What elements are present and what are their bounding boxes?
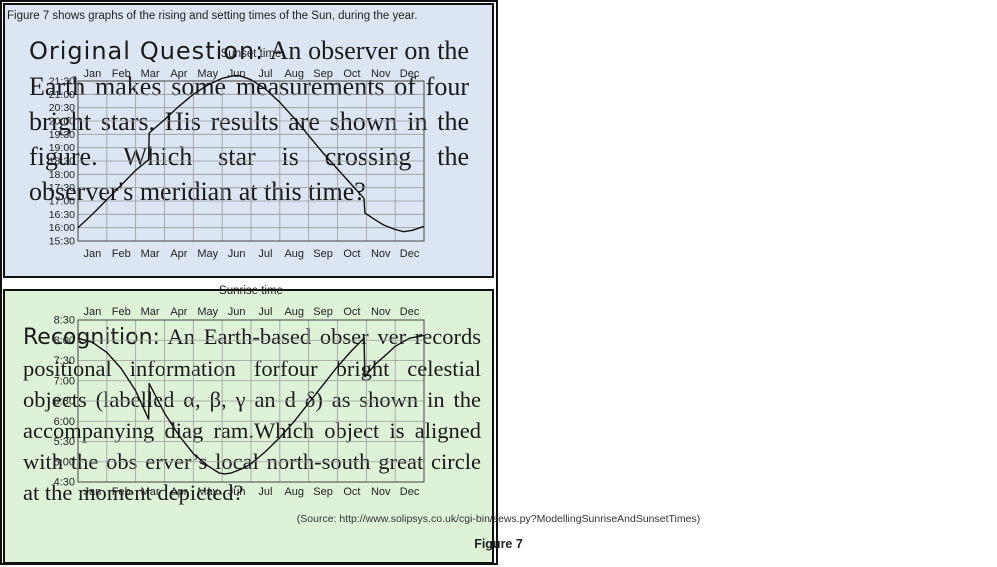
month-label-bottom: Nov [371, 486, 391, 498]
month-label-bottom: Nov [371, 248, 391, 260]
y-tick-label: 21:00 [49, 89, 75, 101]
y-tick-label: 21:30 [49, 76, 75, 88]
recognition-panel: Recognition: An Earth-based obser ver re… [3, 289, 494, 564]
month-label-top: Mar [141, 306, 160, 318]
y-tick-label: 5:30 [54, 436, 75, 448]
y-tick-label: 17:30 [49, 182, 75, 194]
figure-panel: Figure 7 shows graphs of the rising and … [0, 0, 700, 565]
y-tick-label: 8:00 [54, 335, 75, 347]
month-label-top: Aug [284, 68, 304, 80]
month-label-bottom: Apr [170, 248, 187, 260]
sunrise-curve [77, 334, 425, 475]
y-tick-label: 8:30 [54, 315, 75, 327]
original-question-text: Original Question: An observer on the Ea… [29, 33, 469, 209]
month-label-bottom: Jan [84, 486, 102, 498]
month-label-top: Jun [228, 306, 246, 318]
month-label-top: Jan [84, 306, 102, 318]
figure-label: Figure 7 [474, 537, 523, 551]
y-tick-label: 19:00 [49, 142, 75, 154]
month-label-top: Jun [228, 68, 246, 80]
month-label-top: Oct [343, 68, 360, 80]
month-label-bottom: Jan [84, 248, 102, 260]
month-label-top: Sep [313, 306, 333, 318]
month-label-bottom: Aug [284, 486, 304, 498]
month-label-bottom: Feb [112, 248, 131, 260]
y-tick-label: 16:00 [49, 222, 75, 234]
month-label-top: Nov [371, 68, 391, 80]
y-tick-label: 7:30 [54, 355, 75, 367]
y-tick-label: 6:30 [54, 396, 75, 408]
month-label-bottom: Jun [228, 248, 246, 260]
y-tick-label: 6:00 [54, 416, 75, 428]
month-label-top: Apr [170, 306, 187, 318]
month-label-top: Feb [112, 68, 131, 80]
month-label-top: May [197, 68, 218, 80]
y-tick-label: 20:30 [49, 102, 75, 114]
month-label-top: Apr [170, 68, 187, 80]
month-label-top: Jul [258, 68, 272, 80]
month-label-bottom: Jul [258, 248, 272, 260]
month-label-bottom: Apr [170, 486, 187, 498]
month-label-top: Dec [400, 306, 420, 318]
month-label-bottom: Jun [228, 486, 246, 498]
month-label-bottom: Mar [141, 486, 160, 498]
recognition-label: Recognition: [23, 325, 160, 350]
month-label-bottom: Oct [343, 248, 360, 260]
month-label-top: May [197, 306, 218, 318]
month-label-top: Dec [400, 68, 420, 80]
y-tick-label: 15:30 [49, 236, 75, 248]
month-label-top: Sep [313, 68, 333, 80]
month-label-bottom: Jul [258, 486, 272, 498]
plot-frame [77, 319, 425, 483]
figure-caption: Figure 7 shows graphs of the rising and … [7, 10, 418, 22]
recognition-text: Recognition: An Earth-based obser ver re… [23, 321, 481, 508]
y-tick-label: 5:00 [54, 456, 75, 468]
y-tick-label: 18:00 [49, 169, 75, 181]
y-tick-label: 18:30 [49, 156, 75, 168]
y-tick-label: 20:00 [49, 116, 75, 128]
y-tick-label: 16:30 [49, 209, 75, 221]
month-label-bottom: Dec [400, 248, 420, 260]
sunset-curve [77, 75, 425, 233]
month-label-top: Mar [141, 68, 160, 80]
month-label-bottom: Mar [141, 248, 160, 260]
figure-source: (Source: http://www.solipsys.co.uk/cgi-b… [296, 513, 701, 525]
month-label-top: Feb [112, 306, 131, 318]
chart-title: Sunrise time [219, 285, 283, 297]
month-label-bottom: Feb [112, 486, 131, 498]
month-label-bottom: Aug [284, 248, 304, 260]
original-question-body: An observer on the Earth makes some meas… [29, 36, 469, 206]
month-label-top: Oct [343, 306, 360, 318]
plot-frame [77, 80, 425, 242]
month-label-bottom: Sep [313, 248, 333, 260]
month-label-top: Aug [284, 306, 304, 318]
month-label-bottom: May [197, 248, 218, 260]
month-label-top: Jan [84, 68, 102, 80]
month-label-bottom: Oct [343, 486, 360, 498]
original-question-label: Original Question: [29, 37, 265, 65]
month-label-bottom: May [197, 486, 218, 498]
y-tick-label: 4:30 [54, 477, 75, 489]
y-tick-label: 7:00 [54, 375, 75, 387]
y-tick-label: 19:30 [49, 129, 75, 141]
month-label-top: Jul [258, 306, 272, 318]
chart-title: Sunset time [221, 48, 282, 60]
recognition-body: An Earth-based obser ver records positio… [23, 324, 482, 505]
month-label-top: Nov [371, 306, 391, 318]
month-label-bottom: Dec [400, 486, 420, 498]
month-label-bottom: Sep [313, 486, 333, 498]
y-tick-label: 17:00 [49, 196, 75, 208]
original-question-panel: Original Question: An observer on the Ea… [3, 3, 494, 278]
